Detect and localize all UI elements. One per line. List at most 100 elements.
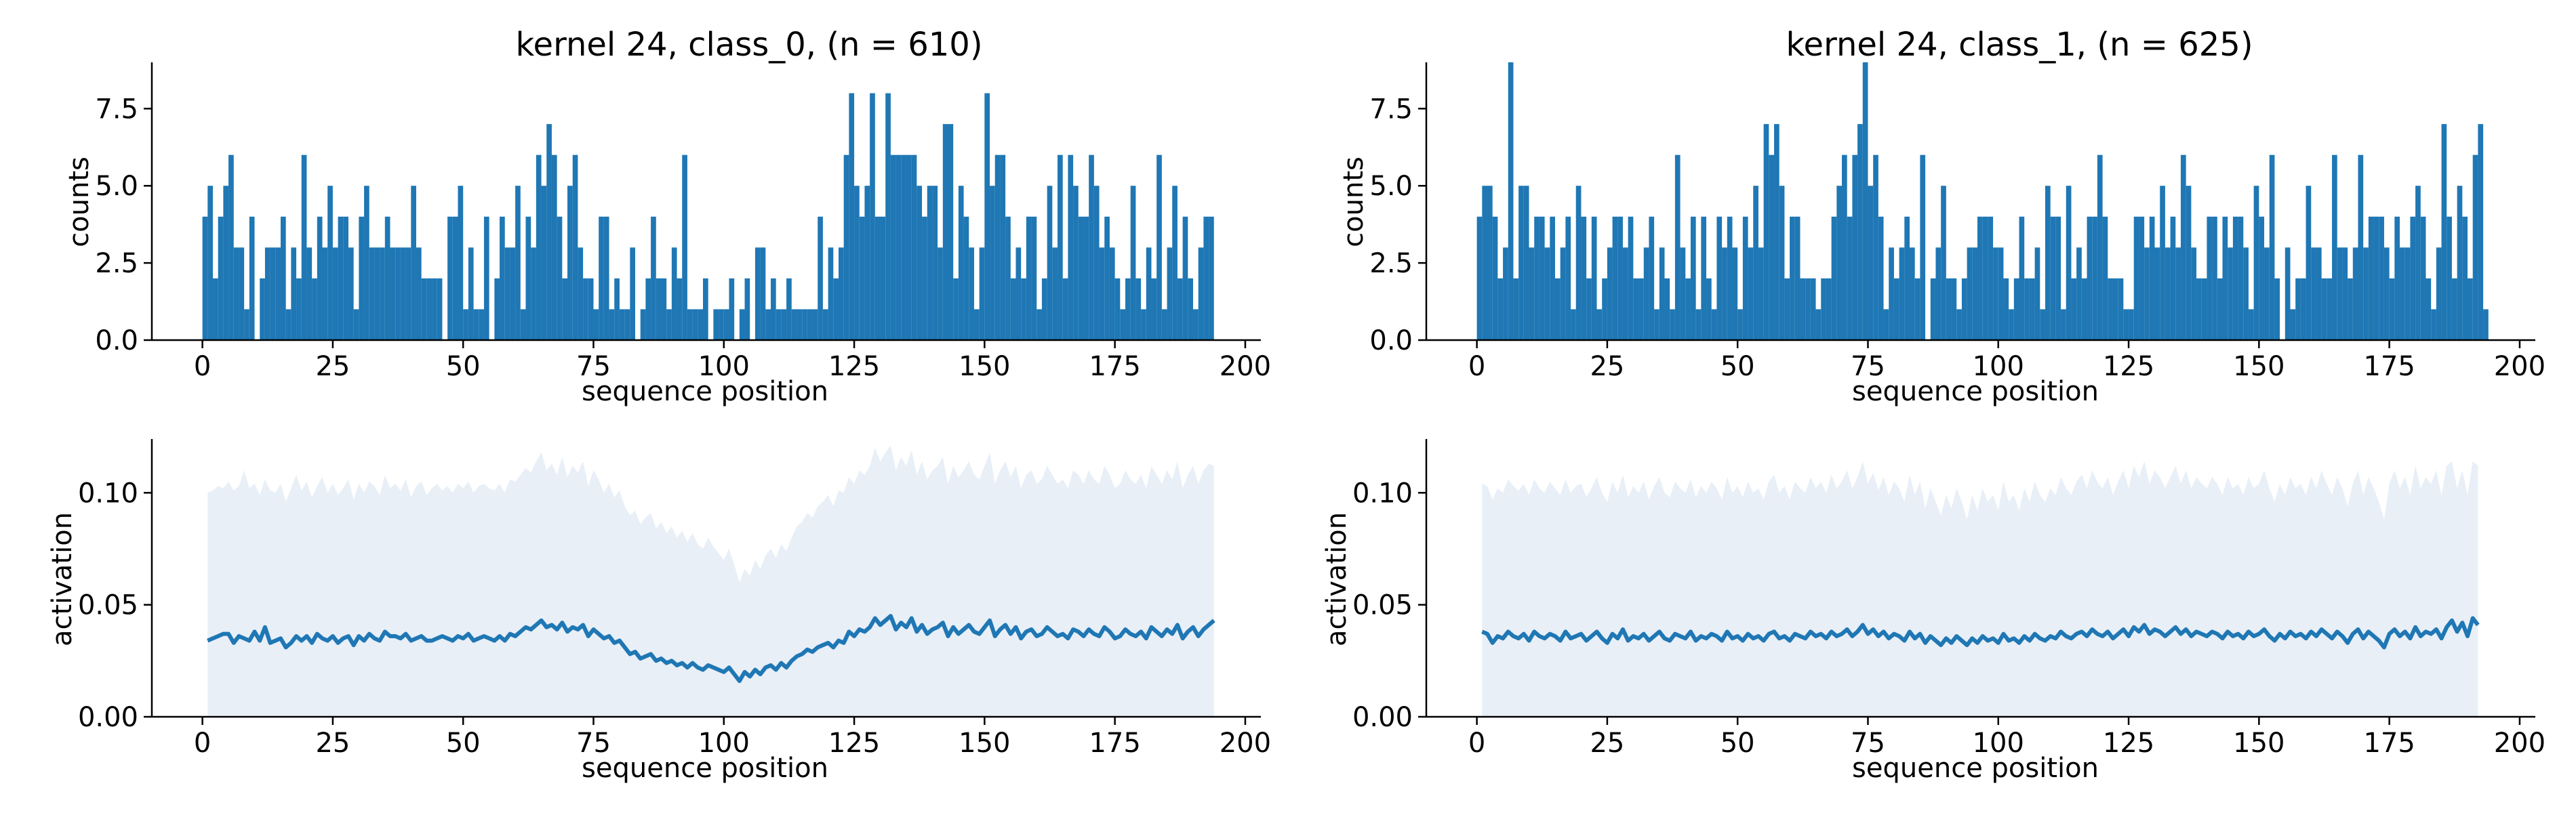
histogram-bar [2436, 247, 2442, 340]
histogram-bar [922, 216, 927, 340]
y-tick-label: 0.05 [1352, 590, 1413, 621]
histogram-bar [942, 124, 948, 341]
histogram-bar [2102, 216, 2108, 340]
histogram-bar [1544, 247, 1550, 340]
histogram-bar [651, 216, 656, 340]
histogram-bar [1852, 154, 1858, 341]
histogram-bar [510, 247, 516, 340]
histogram-bar [2144, 247, 2150, 340]
histogram-bar [1550, 216, 1555, 340]
x-axis-label: sequence position [582, 376, 828, 407]
histogram-bar [2029, 278, 2035, 340]
histogram-bar [1664, 278, 1670, 340]
histogram-bar [807, 309, 813, 340]
histogram-bar [317, 216, 323, 340]
chart-counts-class-1: kernel 24, class_1, (n = 625) 0 25 50 75 100… [1338, 26, 2545, 407]
histogram-bar [1758, 247, 1764, 340]
histogram-bar [1539, 216, 1545, 340]
x-tick-label: 125 [828, 351, 880, 382]
histogram-bar [2076, 247, 2082, 340]
histogram-bar [2019, 216, 2025, 340]
histogram-bar [723, 309, 729, 340]
histogram-bar [677, 278, 683, 340]
histogram-bar [2108, 278, 2113, 340]
histogram-bar [1534, 216, 1539, 340]
histogram-bar [1914, 278, 1920, 340]
y-tick-label: 7.5 [1369, 93, 1413, 125]
histogram-bar [1670, 309, 1675, 340]
histogram-bar [1560, 247, 1566, 340]
histogram-bar [1753, 186, 1758, 340]
histogram-bar [2290, 309, 2296, 340]
histogram-bar [802, 309, 807, 340]
histogram-bar [1125, 278, 1131, 340]
histogram-bar [1674, 154, 1681, 341]
axes: 0 25 50 75 100 125 150 175 200 0.00 0.05 0.10 [78, 439, 1271, 759]
histogram-bar [603, 216, 609, 340]
histogram-bar [2327, 278, 2333, 340]
histogram-bar [765, 309, 771, 340]
histogram-bar [447, 216, 453, 340]
histogram-bar [411, 186, 416, 340]
histogram-bar [1977, 216, 1983, 340]
histogram-bar [578, 247, 584, 340]
histogram-bar [1586, 278, 1592, 340]
y-axis-label: activation [47, 512, 78, 646]
activation-marks [1481, 461, 2480, 717]
histogram-bar [2024, 278, 2030, 340]
histogram-bar [656, 278, 662, 340]
histogram-bar [2441, 124, 2447, 341]
histogram-bar [1172, 186, 1178, 340]
histogram-bar [1706, 278, 1712, 340]
histogram-bar [364, 186, 369, 340]
histogram-bar [1790, 216, 1795, 340]
x-tick-label: 125 [828, 728, 880, 759]
histogram-bar [1497, 278, 1504, 340]
histogram-bar [843, 154, 849, 341]
histogram-bar [2248, 309, 2254, 340]
histogram-bar [1805, 278, 1811, 340]
histogram-bar [1161, 309, 1167, 340]
histogram-bar [1198, 247, 1204, 340]
histogram-bar [1073, 186, 1079, 340]
histogram-bar [640, 309, 646, 340]
histogram-bar [207, 186, 213, 340]
histogram-bar [520, 309, 526, 340]
histogram-bar [1617, 216, 1623, 340]
histogram-bar [953, 278, 959, 340]
histogram-bar [1972, 247, 1977, 340]
y-tick-label: 0.0 [95, 325, 138, 356]
histogram-bar [2483, 309, 2489, 340]
x-tick-label: 175 [2363, 728, 2415, 759]
histogram-bar [1628, 216, 1634, 340]
x-tick-label: 0 [194, 728, 211, 759]
histogram-bar [1910, 247, 1915, 340]
axes: 0 25 50 75 100 125 150 175 200 0.0 2.5 5.0 7.5 [95, 62, 1271, 382]
histogram-bar [1476, 216, 1483, 340]
histogram-bar [2222, 216, 2228, 340]
histogram-bar [781, 309, 787, 340]
histogram-bar [2243, 247, 2249, 340]
histogram-bar [504, 247, 510, 340]
histogram-bar [2186, 186, 2192, 340]
histogram-bar [760, 247, 766, 340]
histogram-bar [1930, 278, 1936, 340]
histogram-bar [958, 186, 964, 340]
histogram-bar [2415, 186, 2421, 340]
histogram-bar [864, 186, 870, 340]
histogram-bar [1182, 216, 1188, 340]
x-tick-label: 75 [576, 351, 611, 382]
histogram-bar [1052, 247, 1058, 340]
x-tick-label: 125 [2103, 351, 2154, 382]
histogram-bar [744, 278, 750, 340]
histogram-bar [2321, 278, 2327, 340]
histogram-bar [1068, 154, 1074, 341]
histogram-bar [2295, 278, 2301, 340]
histogram-bar [2457, 186, 2463, 340]
histogram-bar [1151, 278, 1157, 340]
histogram-bar [353, 309, 359, 340]
chart-title: kernel 24, class_0, (n = 610) [515, 26, 982, 64]
histogram-bar [906, 154, 912, 341]
histogram-bar [1847, 216, 1853, 340]
